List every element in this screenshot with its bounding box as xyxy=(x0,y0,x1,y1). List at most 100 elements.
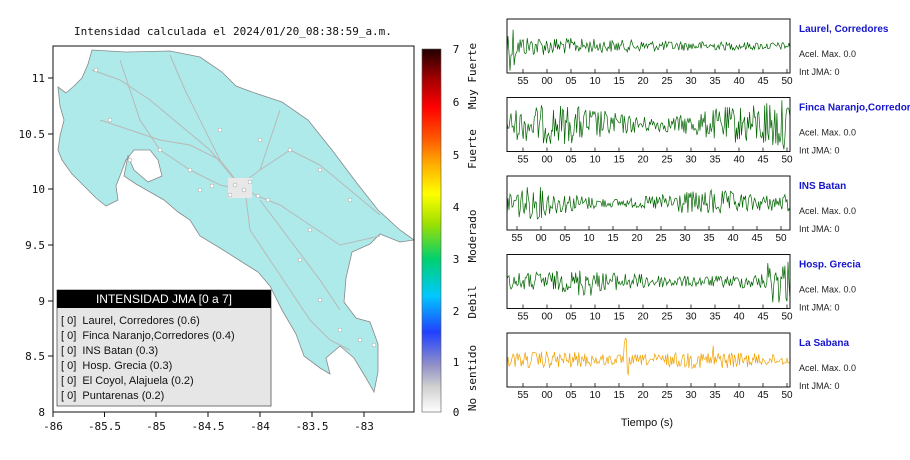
colorbar-tick: 3 xyxy=(453,253,460,266)
x-tick: -84.5 xyxy=(191,420,224,433)
waveform-trace xyxy=(506,100,791,150)
waveform-tick-label: 00 xyxy=(535,233,547,244)
waveform-tick-label: 40 xyxy=(733,390,745,401)
colorbar-label: Fuerte xyxy=(466,129,479,169)
colorbar-label: Muy Fuerte xyxy=(466,43,479,109)
waveform-tick-label: 25 xyxy=(655,233,667,244)
waveform-tick-label: 15 xyxy=(613,155,625,166)
waveform-tick-label: 45 xyxy=(751,233,763,244)
colorbar-tick: 2 xyxy=(453,305,460,318)
waveform-tick-label: 05 xyxy=(565,390,577,401)
station-int-jma: Int JMA: 0 xyxy=(799,303,840,313)
waveform-tick-label: 15 xyxy=(613,76,625,87)
waveform-tick-label: 20 xyxy=(637,155,649,166)
waveform-trace xyxy=(506,337,791,376)
waveform-tick-label: 50 xyxy=(775,233,787,244)
waveform-tick-label: 25 xyxy=(661,76,673,87)
waveform-tick-label: 25 xyxy=(661,155,673,166)
colorbar-tick: 4 xyxy=(453,201,460,214)
waveform-tick-label: 55 xyxy=(517,76,529,87)
waveform-tick-label: 55 xyxy=(517,155,529,166)
waveform-tick-label: 30 xyxy=(679,233,691,244)
waveform-tick-label: 05 xyxy=(565,312,577,323)
waveform-tick-label: 10 xyxy=(589,312,601,323)
legend-title-bar xyxy=(57,290,271,308)
waveform-tick-label: 45 xyxy=(757,312,769,323)
colorbar-tick: 7 xyxy=(453,43,460,56)
map-tick-marks xyxy=(48,77,365,417)
legend-item: [ 0] Laurel, Corredores (0.6) xyxy=(61,315,200,327)
waveform-trace xyxy=(506,187,791,220)
waveform-tick-label: 35 xyxy=(709,312,721,323)
waveform-tick-label: 15 xyxy=(613,312,625,323)
station-acel-max: Acel. Max. 0.0 xyxy=(799,128,856,138)
waveform-tick-label: 55 xyxy=(511,233,523,244)
map-y-ticks: 11 10.5 10 9.5 9 8.5 8 xyxy=(19,72,46,419)
station-int-jma: Int JMA: 0 xyxy=(799,224,840,234)
waveform-tick-label: 05 xyxy=(559,233,571,244)
waveform-tick-label: 30 xyxy=(685,76,697,87)
station-name: Finca Naranjo,Corredores xyxy=(799,103,910,114)
map-panel: -86 -85.5 -85 -84.5 -84 -83.5 -83 11 10.… xyxy=(19,45,415,433)
waveform-tick-label: 20 xyxy=(637,76,649,87)
legend-item: [ 0] Finca Naranjo,Corredores (0.4) xyxy=(61,330,235,342)
waveform-frame xyxy=(506,332,791,388)
waveform-panel: 55 00 05 10 15 20 25 30 35 40 45 50 Hosp. Grecia Acel… xyxy=(506,254,861,323)
colorbar-tick: 6 xyxy=(453,96,460,109)
colorbar-labels: Muy Fuerte Fuerte Moderado Debil No sent… xyxy=(466,43,479,411)
x-tick: -83.5 xyxy=(295,420,328,433)
intensity-legend: INTENSIDAD JMA [0 a 7] [ 0] Laurel, Corr… xyxy=(56,289,272,407)
colorbar-ticks: 7 6 5 4 3 2 1 0 xyxy=(453,43,460,419)
station-int-jma: Int JMA: 0 xyxy=(799,67,840,77)
y-tick: 8 xyxy=(38,406,45,419)
waveform-tick-label: 25 xyxy=(661,312,673,323)
station-acel-max: Acel. Max. 0.0 xyxy=(799,206,856,216)
station-markers xyxy=(93,67,377,348)
waveform-tick-label: 35 xyxy=(709,155,721,166)
colorbar-gradient xyxy=(421,48,442,413)
waveform-panel: 55 00 05 10 15 20 25 30 35 40 45 50 Laurel, Corredor… xyxy=(506,18,889,87)
intensity-colorbar: 7 6 5 4 3 2 1 0 Muy Fuerte Fuerte Modera… xyxy=(421,43,479,419)
x-tick: -86 xyxy=(43,420,63,433)
colorbar-label: Debil xyxy=(466,285,479,318)
waveform-tick-label: 50 xyxy=(781,155,793,166)
waveform-panel: 55 00 05 10 15 20 25 30 35 40 45 50 Finca Naranjo,Co… xyxy=(506,97,910,166)
x-tick: -83 xyxy=(354,420,374,433)
legend-item: [ 0] Hosp. Grecia (0.3) xyxy=(61,360,172,372)
legend-item: [ 0] INS Batan (0.3) xyxy=(61,345,158,357)
waveform-frame xyxy=(506,254,791,309)
colorbar-tick: 5 xyxy=(453,149,460,162)
colorbar-label: No sentido xyxy=(466,345,479,411)
y-tick: 11 xyxy=(32,72,45,85)
waveform-tick-label: 35 xyxy=(709,390,721,401)
waveform-tick-label: 20 xyxy=(637,312,649,323)
waveform-tick-label: 40 xyxy=(733,155,745,166)
waveform-panel: 55 00 05 10 15 20 25 30 35 40 45 50 La Sabana Acel. M… xyxy=(506,332,856,401)
colorbar-tick: 1 xyxy=(453,356,460,369)
waveform-tick-label: 00 xyxy=(541,312,553,323)
waveform-tick-label: 10 xyxy=(589,76,601,87)
x-tick: -84 xyxy=(250,420,270,433)
waveform-panels: 55 00 05 10 15 20 25 30 35 40 45 50 Laurel, Corredor… xyxy=(506,18,910,401)
legend-title: INTENSIDAD JMA [0 a 7] xyxy=(96,292,232,306)
y-tick: 9 xyxy=(38,295,45,308)
waveform-frame xyxy=(506,18,791,74)
x-tick: -85.5 xyxy=(88,420,121,433)
y-tick: 10 xyxy=(32,183,45,196)
y-tick: 10.5 xyxy=(19,128,46,141)
legend-item: [ 0] Puntarenas (0.2) xyxy=(61,390,164,402)
station-name: Laurel, Corredores xyxy=(799,24,889,35)
waveform-tick-label: 10 xyxy=(589,155,601,166)
waveform-tick-label: 10 xyxy=(583,233,595,244)
waveform-tick-label: 30 xyxy=(685,155,697,166)
waveform-tick-label: 40 xyxy=(733,312,745,323)
waveform-tick-label: 00 xyxy=(541,155,553,166)
station-int-jma: Int JMA: 0 xyxy=(799,381,840,391)
y-tick: 8.5 xyxy=(25,350,45,363)
waveform-xlabel: Tiempo (s) xyxy=(621,417,673,429)
station-name: La Sabana xyxy=(799,338,849,349)
waveform-tick-label: 00 xyxy=(541,76,553,87)
station-acel-max: Acel. Max. 0.0 xyxy=(799,49,856,59)
waveform-tick-label: 15 xyxy=(613,390,625,401)
waveform-tick-label: 20 xyxy=(631,233,643,244)
